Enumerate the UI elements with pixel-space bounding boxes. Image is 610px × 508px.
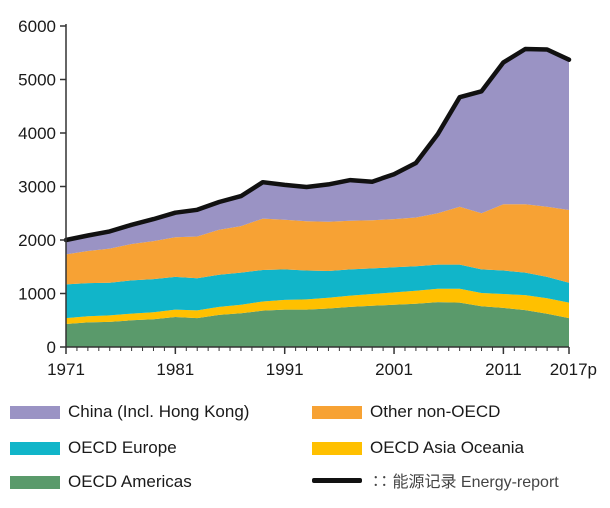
y-tick-label: 4000 xyxy=(18,124,56,143)
y-tick-label: 0 xyxy=(47,338,56,357)
legend-item-china: China (Incl. Hong Kong) xyxy=(10,402,249,422)
axes-layer: 0 1000 2000 3000 4000 5000 6000 1971 1981 1991 200… xyxy=(18,17,597,379)
legend-label-oecd-asia-oceania: OECD Asia Oceania xyxy=(370,438,525,457)
legend-swatch-oecd-americas xyxy=(10,475,60,489)
legend-label-china: China (Incl. Hong Kong) xyxy=(68,402,250,421)
x-tick-label: 1991 xyxy=(266,360,304,379)
area-oecd-americas xyxy=(66,302,569,347)
legend-item-oecd-americas: OECD Americas xyxy=(10,472,192,492)
y-tick-label: 3000 xyxy=(18,178,56,197)
x-tick-label: 2017p xyxy=(550,360,597,379)
x-tick-label: 1971 xyxy=(47,360,85,379)
legend-swatch-oecd-asia-oceania xyxy=(312,441,362,455)
legend-item-oecd-europe: OECD Europe xyxy=(10,438,177,458)
legend: China (Incl. Hong Kong) Other non-OECD O… xyxy=(10,398,606,504)
area-oecd-asia-oceania xyxy=(66,288,569,324)
y-tick-label: 2000 xyxy=(18,231,56,250)
line-layer xyxy=(63,46,572,243)
area-china-incl-hong-kong xyxy=(66,49,569,255)
stacked-area-chart: 0 1000 2000 3000 4000 5000 6000 1971 1981 1991 200… xyxy=(18,17,597,379)
y-tick-label: 6000 xyxy=(18,17,56,36)
areas-layer xyxy=(66,49,569,347)
legend-line-world-total xyxy=(312,478,362,483)
x-tick-label: 1981 xyxy=(156,360,194,379)
y-tick-label: 1000 xyxy=(18,285,56,304)
legend-swatch-china xyxy=(10,405,60,419)
watermark: ∷ 能源记录 Energy-report xyxy=(368,468,563,492)
legend-swatch-oecd-europe xyxy=(10,441,60,455)
legend-label-oecd-americas: OECD Americas xyxy=(68,472,192,491)
world-total-line xyxy=(63,46,572,243)
legend-item-oecd-asia-oceania: OECD Asia Oceania xyxy=(312,438,524,458)
legend-swatch-other-non-oecd xyxy=(312,405,362,419)
legend-label-oecd-europe: OECD Europe xyxy=(68,438,177,457)
legend-item-world-total xyxy=(312,478,370,483)
legend-item-other-non-oecd: Other non-OECD xyxy=(312,402,500,422)
legend-label-other-non-oecd: Other non-OECD xyxy=(370,402,501,421)
x-tick-label: 2011 xyxy=(485,360,522,379)
x-tick-label: 2001 xyxy=(375,360,413,379)
area-other-non-oecd xyxy=(66,204,569,285)
y-tick-label: 5000 xyxy=(18,71,56,90)
area-oecd-europe xyxy=(66,264,569,319)
